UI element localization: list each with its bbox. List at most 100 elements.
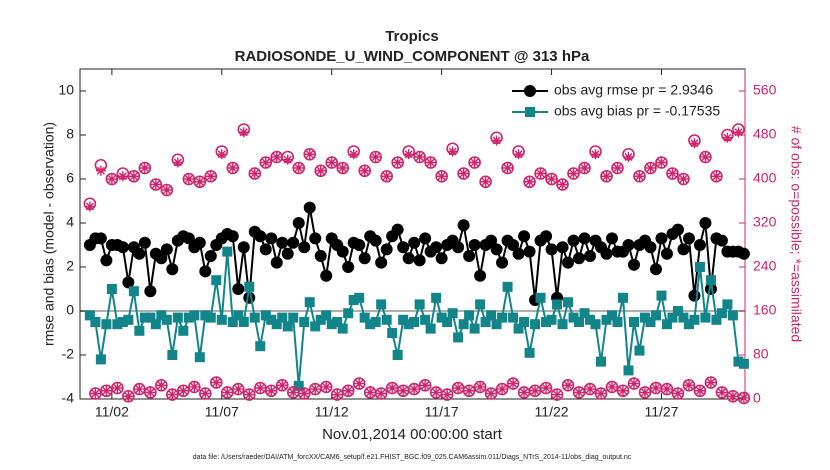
point: [304, 297, 315, 308]
point: [573, 252, 586, 265]
point: [166, 263, 179, 276]
point: [183, 174, 194, 184]
point: [182, 232, 195, 245]
point: [501, 161, 514, 175]
point: [332, 389, 343, 400]
point: [149, 178, 163, 191]
point: [303, 147, 317, 161]
point: [265, 232, 278, 245]
point: [365, 319, 376, 330]
point: [590, 319, 601, 330]
point: [376, 388, 387, 399]
point: [303, 201, 316, 214]
point: [199, 387, 212, 400]
point: [541, 317, 552, 327]
point: [321, 381, 332, 392]
point: [644, 161, 657, 175]
point: [293, 163, 304, 173]
point: [227, 317, 238, 327]
point: [155, 378, 168, 392]
x-tick-label: 11/12: [315, 404, 349, 420]
point: [271, 319, 282, 330]
point: [495, 382, 509, 396]
point: [292, 217, 305, 229]
point: [557, 319, 568, 330]
point: [222, 246, 233, 257]
point: [352, 377, 366, 390]
point: [288, 312, 299, 323]
point: [574, 317, 585, 327]
point: [84, 201, 95, 212]
point: [468, 239, 481, 251]
point: [325, 156, 339, 169]
point: [172, 157, 183, 168]
point: [425, 157, 436, 168]
point: [484, 387, 498, 400]
point: [260, 310, 271, 321]
point: [391, 223, 404, 236]
point: [314, 164, 328, 178]
point: [612, 163, 623, 173]
point: [464, 310, 475, 321]
point: [639, 387, 650, 398]
point: [518, 230, 531, 243]
point: [134, 325, 145, 336]
point: [622, 239, 635, 251]
point: [655, 156, 668, 169]
x-tick-label: 11/07: [205, 404, 239, 420]
point: [475, 299, 486, 310]
point: [299, 388, 310, 399]
point: [403, 319, 414, 330]
point: [380, 243, 393, 256]
point: [442, 317, 453, 327]
point: [649, 263, 662, 276]
point: [715, 234, 728, 247]
y-tick-label: -2: [62, 346, 75, 362]
point: [601, 314, 612, 325]
point: [277, 312, 288, 323]
point: [440, 388, 454, 401]
point: [457, 219, 470, 232]
point: [94, 232, 107, 245]
point: [106, 174, 117, 184]
point: [507, 239, 520, 251]
point: [375, 256, 388, 269]
point: [486, 310, 497, 321]
point: [650, 310, 661, 321]
point: [160, 183, 174, 197]
point: [117, 317, 128, 327]
point: [122, 389, 135, 403]
point: [288, 387, 299, 398]
point: [452, 241, 465, 254]
point: [634, 345, 645, 356]
point: [689, 138, 700, 149]
x-tick-label: 11/22: [535, 404, 569, 420]
point: [716, 308, 727, 319]
point: [431, 387, 442, 398]
point: [226, 161, 240, 175]
point: [645, 317, 656, 327]
point: [678, 174, 689, 184]
point: [600, 247, 613, 260]
point: [354, 292, 365, 303]
chart-title: RADIOSONDE_U_WIND_COMPONENT @ 313 hPa: [235, 48, 590, 65]
point: [535, 292, 546, 303]
point: [359, 312, 370, 323]
point: [320, 269, 333, 282]
point: [398, 385, 409, 396]
y2-tick-label: 0: [753, 390, 761, 406]
point: [354, 378, 365, 389]
point: [370, 152, 381, 162]
point: [607, 381, 617, 392]
point: [525, 107, 535, 117]
point: [672, 388, 683, 399]
point: [508, 378, 519, 389]
point: [414, 152, 425, 162]
point: [497, 312, 508, 323]
point: [617, 385, 628, 396]
point: [464, 385, 475, 396]
point: [309, 232, 322, 245]
point: [337, 163, 348, 173]
point: [628, 317, 639, 327]
point: [298, 241, 311, 254]
